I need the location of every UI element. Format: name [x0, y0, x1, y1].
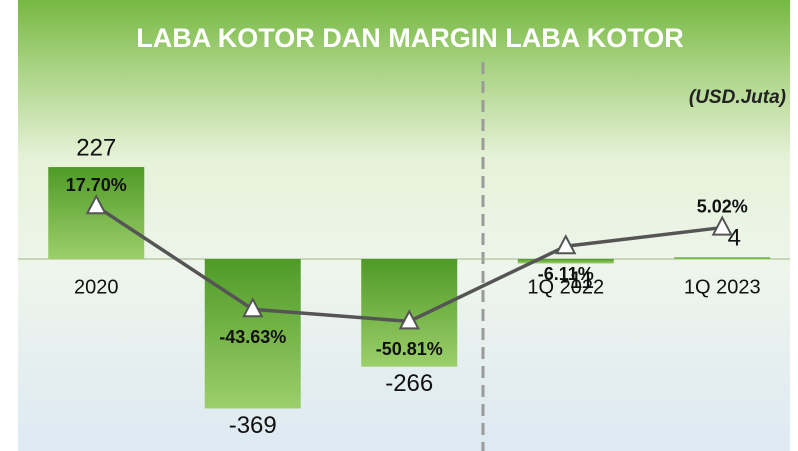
bar	[674, 257, 771, 260]
bar-value-label: -369	[229, 412, 277, 439]
margin-marker	[555, 234, 577, 255]
background	[18, 0, 790, 451]
chart-title: LABA KOTOR DAN MARGIN LABA KOTOR	[136, 23, 683, 53]
margin-label: 5.02%	[697, 196, 748, 216]
margin-label: -43.63%	[219, 327, 286, 347]
margin-label: -50.81%	[376, 339, 443, 359]
x-tick-label: 1Q 2023	[684, 276, 761, 298]
margin-marker	[398, 309, 420, 330]
x-tick-label: 1Q 2022	[527, 276, 604, 298]
margin-marker	[242, 297, 264, 318]
bar-value-label: -11	[561, 267, 594, 294]
bar-value-label: 4	[728, 225, 741, 252]
x-tick-label: 2020	[74, 276, 119, 298]
margin-marker	[85, 194, 107, 215]
bar-value-label: -266	[385, 370, 433, 397]
bar	[517, 259, 614, 264]
margin-marker	[711, 215, 733, 236]
bar	[204, 259, 301, 409]
margin-label: 17.70%	[66, 175, 127, 195]
unit-label: (USD.Juta)	[689, 87, 786, 108]
margin-label: -6.11%	[538, 264, 594, 284]
bar-value-label: 227	[76, 134, 116, 161]
